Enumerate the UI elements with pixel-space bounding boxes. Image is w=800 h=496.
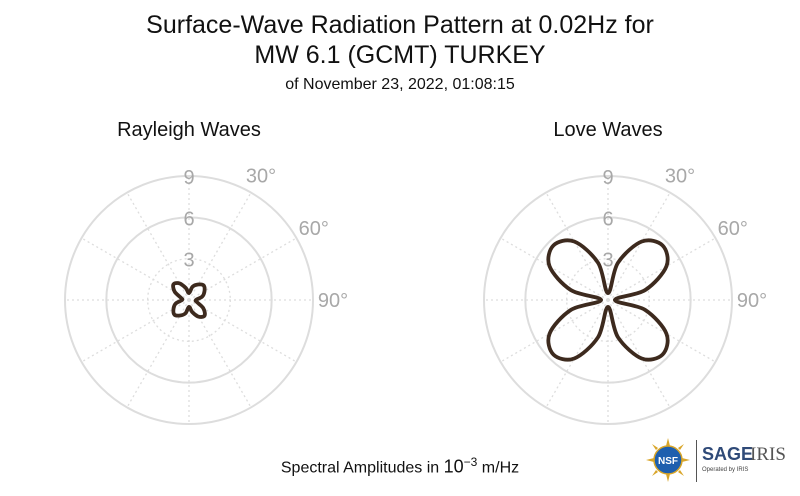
ring-gridline — [566, 258, 650, 342]
nsf-logo-text: NSF — [658, 456, 678, 467]
outer-ring — [64, 175, 314, 425]
angle-tick-label: 60° — [718, 218, 748, 240]
ring-gridline — [524, 216, 692, 384]
ring-gridline — [105, 216, 273, 384]
spoke-gridline — [81, 299, 190, 363]
spoke-gridline — [188, 237, 297, 301]
angle-tick-label: 30° — [665, 165, 695, 187]
spoke-gridline — [81, 237, 190, 301]
radiation-pattern-line — [171, 281, 207, 319]
operated-by-text: Operated by IRIS — [702, 467, 749, 473]
outer-ring — [483, 175, 733, 425]
spoke-gridline — [500, 299, 609, 363]
spoke-gridline — [607, 192, 671, 301]
spoke-gridline — [126, 299, 190, 408]
figure-title-line1: Surface-Wave Radiation Pattern at 0.02Hz… — [146, 11, 654, 39]
radial-tick-label: 9 — [183, 167, 194, 189]
angle-tick-label: 90° — [737, 290, 767, 312]
sage-logo-text: SAGE — [702, 444, 754, 464]
rayleigh-plot-title: Rayleigh Waves — [117, 119, 261, 141]
radial-tick-label: 6 — [602, 208, 613, 230]
love-polar-plot: 3 6 9 30° 60° 90° — [483, 165, 767, 425]
figure-title-line2: MW 6.1 (GCMT) TURKEY — [254, 41, 546, 69]
spoke-gridline — [607, 299, 716, 363]
logo-block: NSF SAGE IRIS Operated by IRIS — [646, 438, 791, 486]
radial-tick-label: 6 — [183, 208, 194, 230]
caption-base: 10 — [443, 456, 464, 477]
caption-exponent: −3 — [463, 455, 478, 469]
radial-tick-label: 3 — [602, 250, 613, 272]
caption-unit: m/Hz — [477, 459, 520, 477]
radiation-pattern-line — [546, 238, 670, 362]
spoke-gridline — [188, 192, 252, 301]
ring-gridline — [147, 258, 231, 342]
spoke-gridline — [500, 237, 609, 301]
love-plot-title: Love Waves — [553, 119, 663, 141]
figure-subtitle-date: of November 23, 2022, 01:08:15 — [285, 76, 515, 93]
iris-logo-text: IRIS — [750, 444, 786, 465]
spoke-gridline — [607, 299, 671, 408]
angle-tick-label: 30° — [246, 165, 276, 187]
spoke-gridline — [545, 192, 609, 301]
rayleigh-polar-plot: 3 6 9 30° 60° 90° — [64, 165, 348, 425]
spoke-gridline — [188, 299, 297, 363]
radial-tick-label: 9 — [602, 167, 613, 189]
spoke-gridline — [545, 299, 609, 408]
nsf-logo: NSF — [646, 438, 690, 482]
radial-tick-label: 3 — [183, 250, 194, 272]
caption-text: Spectral Amplitudes in — [280, 459, 444, 477]
amplitude-caption: Spectral Amplitudes in 10−3 m/Hz — [232, 455, 568, 477]
logo-divider — [696, 440, 697, 482]
spoke-gridline — [607, 237, 716, 301]
angle-tick-label: 60° — [299, 218, 329, 240]
angle-tick-label: 90° — [318, 290, 348, 312]
